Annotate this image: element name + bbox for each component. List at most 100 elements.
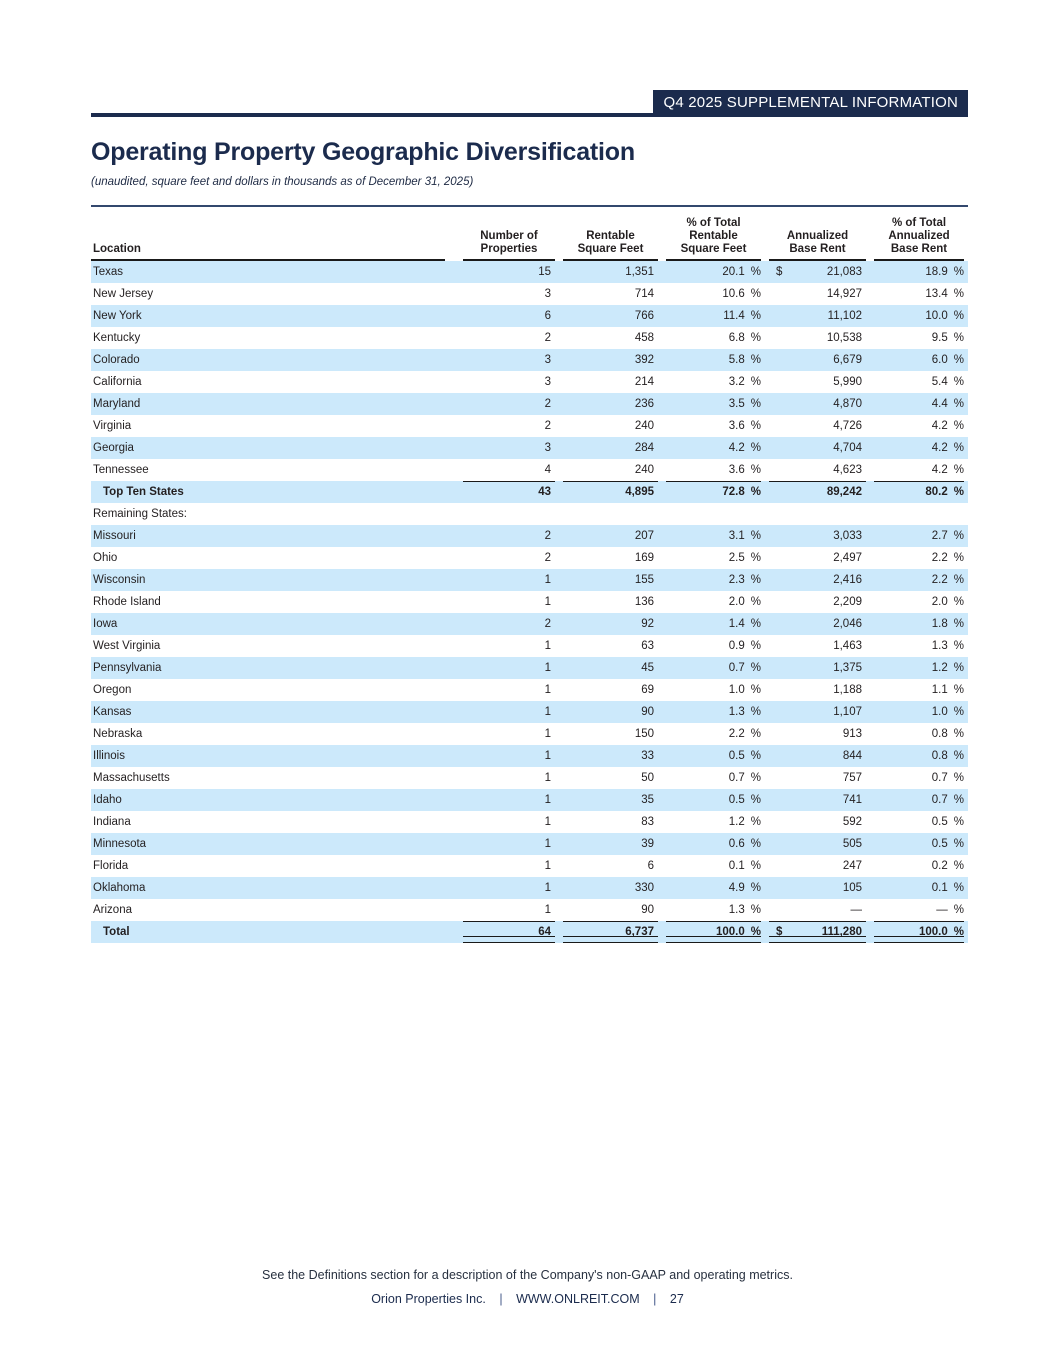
- pct-sqft-cell: 4.9%: [662, 877, 765, 899]
- properties-cell: 1: [544, 596, 551, 608]
- abr-cell: [765, 503, 870, 525]
- pct-sqft-cell: 4.2%: [662, 437, 765, 459]
- table-row: Missouri 2 207 3.1% 3,033 2.7%: [91, 525, 968, 547]
- table-row: Colorado 3 392 5.8% 6,679 6.0%: [91, 349, 968, 371]
- abr-cell: 1,107: [765, 701, 870, 723]
- pct-sqft-cell: 3.6%: [728, 464, 761, 476]
- table-row: Iowa 2 92 1.4% 2,046 1.8%: [91, 613, 968, 635]
- table-row: Indiana 1 83 1.2% 592 0.5%: [91, 811, 968, 833]
- column-header-abr: Annualized Base Rent: [765, 217, 870, 261]
- pct-abr-cell: 1.1%: [931, 684, 964, 696]
- table-row: Georgia 3 284 4.2% 4,704 4.2%: [91, 437, 968, 459]
- abr-cell: 10,538: [826, 332, 862, 344]
- column-header-location: Location: [91, 217, 459, 261]
- pct-abr-cell: 2.2%: [870, 569, 968, 591]
- abr-cell: 2,416: [765, 569, 870, 591]
- table-row: Wisconsin 1 155 2.3% 2,416 2.2%: [91, 569, 968, 591]
- pct-sqft-cell: 2.0%: [728, 596, 761, 608]
- supplemental-info-banner: Q4 2025 SUPPLEMENTAL INFORMATION: [653, 90, 968, 113]
- properties-cell: 15: [459, 261, 559, 283]
- location-cell: Missouri: [91, 525, 459, 547]
- sqft-cell: 207: [559, 525, 662, 547]
- table-row: Remaining States:: [91, 503, 968, 525]
- table-row: Top Ten States 43 4,895 72.8% 89,242 80.2%: [91, 481, 968, 503]
- pct-abr-cell: 2.7%: [870, 525, 968, 547]
- properties-cell: 1: [459, 789, 559, 811]
- pct-sqft-cell: 100.0%: [662, 921, 765, 943]
- properties-cell: 3: [459, 349, 559, 371]
- table-body: Texas 15 1,351 20.1% $21,083 18.9% New Jersey 3…: [91, 261, 968, 943]
- properties-cell: 2: [459, 525, 559, 547]
- pct-sqft-cell: 0.7%: [728, 772, 761, 784]
- pct-sqft-cell: 10.6%: [722, 288, 761, 300]
- location-cell: Virginia: [93, 420, 132, 432]
- column-header-pct_sqft: % of Total Rentable Square Feet: [662, 217, 765, 261]
- sqft-cell: 50: [641, 772, 654, 784]
- pct-abr-cell: 1.0%: [870, 701, 968, 723]
- sqft-cell: 392: [559, 349, 662, 371]
- abr-cell: 1,375: [765, 657, 870, 679]
- page-title: Operating Property Geographic Diversific…: [91, 138, 635, 166]
- properties-cell: 1: [544, 684, 551, 696]
- table-row: New Jersey 3 714 10.6% 14,927 13.4%: [91, 283, 968, 305]
- abr-cell: 89,242: [765, 481, 870, 503]
- table-row: Virginia 2 240 3.6% 4,726 4.2%: [91, 415, 968, 437]
- properties-cell: 64: [459, 921, 559, 943]
- pct-sqft-cell: 3.5%: [662, 393, 765, 415]
- properties-cell: 1: [459, 701, 559, 723]
- table-row: Oregon 1 69 1.0% 1,188 1.1%: [91, 679, 968, 701]
- properties-cell: 1: [459, 745, 559, 767]
- pct-abr-cell: 2.2%: [931, 552, 964, 564]
- abr-cell: 1,463: [833, 640, 862, 652]
- abr-cell: —: [850, 904, 863, 916]
- location-cell: Arizona: [93, 904, 132, 916]
- sqft-cell: 90: [559, 701, 662, 723]
- pct-abr-cell: 0.7%: [931, 772, 964, 784]
- abr-cell: 14,927: [826, 288, 862, 300]
- sqft-cell: 169: [634, 552, 654, 564]
- sqft-cell: 1,351: [559, 261, 662, 283]
- page-number: 27: [669, 1292, 684, 1306]
- pct-abr-cell: 0.1%: [870, 877, 968, 899]
- properties-cell: 1: [459, 657, 559, 679]
- column-header-properties: Number of Properties: [459, 217, 559, 261]
- properties-cell: 43: [459, 481, 559, 503]
- pct-sqft-cell: 1.3%: [662, 701, 765, 723]
- location-cell: Remaining States:: [93, 508, 187, 520]
- pct-abr-cell: 13.4%: [925, 288, 964, 300]
- table-container: Location Number of Properties Rentable Squar…: [91, 217, 968, 943]
- sqft-cell: 4,895: [559, 481, 662, 503]
- pct-abr-cell: 10.0%: [870, 305, 968, 327]
- table-row: Nebraska 1 150 2.2% 913 0.8%: [91, 723, 968, 745]
- abr-cell: 2,497: [833, 552, 862, 564]
- location-cell: Illinois: [91, 745, 459, 767]
- footer-line: Orion Properties Inc. | WWW.ONLREIT.COM …: [0, 1292, 1055, 1306]
- location-cell: Florida: [93, 860, 129, 872]
- pct-sqft-cell: 0.9%: [728, 640, 761, 652]
- pct-abr-cell: 6.0%: [870, 349, 968, 371]
- location-cell: Kansas: [91, 701, 459, 723]
- properties-cell: [459, 503, 559, 525]
- abr-cell: 2,046: [765, 613, 870, 635]
- table-row: Kentucky 2 458 6.8% 10,538 9.5%: [91, 327, 968, 349]
- pct-abr-cell: 0.5%: [870, 833, 968, 855]
- location-cell: Maryland: [91, 393, 459, 415]
- pct-sqft-cell: 2.2%: [728, 728, 761, 740]
- table-row: Kansas 1 90 1.3% 1,107 1.0%: [91, 701, 968, 723]
- pct-abr-cell: 4.2%: [931, 420, 964, 432]
- pct-abr-cell: 0.8%: [870, 745, 968, 767]
- pct-sqft-cell: 1.4%: [662, 613, 765, 635]
- table-row: New York 6 766 11.4% 11,102 10.0%: [91, 305, 968, 327]
- pct-sqft-cell: 0.5%: [662, 745, 765, 767]
- company-name: Orion Properties Inc.: [371, 1292, 486, 1306]
- location-cell: Texas: [91, 261, 459, 283]
- pct-sqft-cell: 0.1%: [728, 860, 761, 872]
- properties-cell: 3: [544, 376, 551, 388]
- sqft-cell: 240: [634, 464, 654, 476]
- sqft-cell: 150: [634, 728, 654, 740]
- sqft-cell: 240: [634, 420, 654, 432]
- sqft-cell: 136: [634, 596, 654, 608]
- pct-abr-cell: 0.2%: [931, 860, 964, 872]
- pct-abr-cell: 2.0%: [931, 596, 964, 608]
